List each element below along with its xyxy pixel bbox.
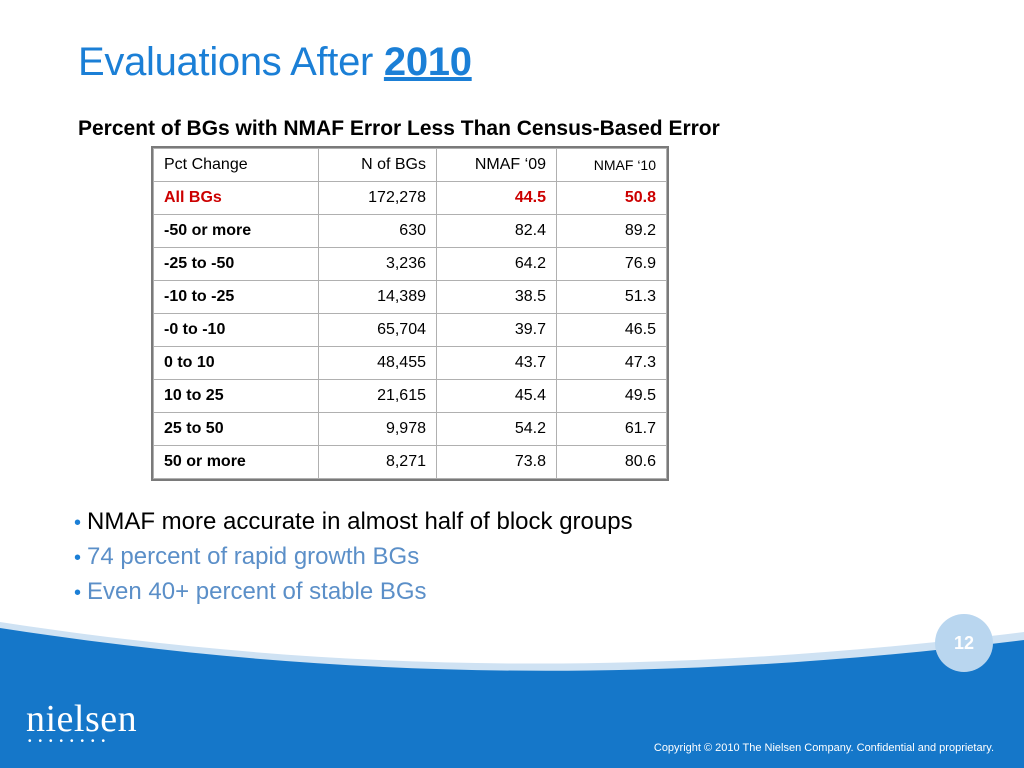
- table-cell: 14,389: [318, 280, 437, 314]
- table-cell: 9,978: [318, 412, 437, 446]
- table-row: 0 to 10 48,455 43.7 47.3: [153, 346, 667, 380]
- table-row: 10 to 25 21,615 45.4 49.5: [153, 379, 667, 413]
- bullet-dot-icon: •: [74, 547, 82, 569]
- table-cell: 46.5: [556, 313, 667, 347]
- table-cell: 45.4: [436, 379, 557, 413]
- table-cell: -50 or more: [153, 214, 319, 248]
- table-cell: 76.9: [556, 247, 667, 281]
- table-cell: 49.5: [556, 379, 667, 413]
- table-cell: 73.8: [436, 445, 557, 479]
- table-row: All BGs 172,278 44.5 50.8: [153, 181, 667, 215]
- table-cell: 61.7: [556, 412, 667, 446]
- table-cell: -10 to -25: [153, 280, 319, 314]
- table-row: -0 to -10 65,704 39.7 46.5: [153, 313, 667, 347]
- bullet-item: • NMAF more accurate in almost half of bl…: [74, 508, 633, 535]
- table-row: -50 or more 630 82.4 89.2: [153, 214, 667, 248]
- table-cell: 10 to 25: [153, 379, 319, 413]
- bullet-list: • NMAF more accurate in almost half of bl…: [74, 505, 633, 610]
- table-cell: 50.8: [556, 181, 667, 215]
- logo-text: nielsen: [26, 698, 138, 740]
- column-header: NMAF ‘09: [436, 148, 557, 182]
- table-cell: 64.2: [436, 247, 557, 281]
- page-number-badge: 12: [935, 614, 993, 672]
- table-row: 50 or more 8,271 73.8 80.6: [153, 445, 667, 479]
- table-cell: 8,271: [318, 445, 437, 479]
- title-year: 2010: [383, 40, 472, 84]
- table-cell: 51.3: [556, 280, 667, 314]
- table-cell: 44.5: [436, 181, 557, 215]
- table-row: 25 to 50 9,978 54.2 61.7: [153, 412, 667, 446]
- bullet-item: • Even 40+ percent of stable BGs: [74, 578, 427, 605]
- table-cell: 38.5: [436, 280, 557, 314]
- table-cell: 50 or more: [153, 445, 319, 479]
- slide-title: Evaluations After 2010: [78, 40, 472, 85]
- bullet-dot-icon: •: [74, 512, 82, 534]
- data-table: Pct Change N of BGs NMAF ‘09 NMAF ‘10 Al…: [151, 146, 669, 481]
- table-cell: 80.6: [556, 445, 667, 479]
- column-header: NMAF ‘10: [556, 148, 667, 182]
- table-cell: -0 to -10: [153, 313, 319, 347]
- table-cell: 172,278: [318, 181, 437, 215]
- table-cell: 54.2: [436, 412, 557, 446]
- table-cell: 0 to 10: [153, 346, 319, 380]
- table-cell: 82.4: [436, 214, 557, 248]
- table-row: -25 to -50 3,236 64.2 76.9: [153, 247, 667, 281]
- bullet-dot-icon: •: [74, 582, 82, 604]
- logo-dots: ••••••••: [28, 736, 113, 747]
- column-header: Pct Change: [153, 148, 319, 182]
- table-cell: 21,615: [318, 379, 437, 413]
- table-cell: 65,704: [318, 313, 437, 347]
- table-cell: 39.7: [436, 313, 557, 347]
- table-cell: 43.7: [436, 346, 557, 380]
- table-cell: 3,236: [318, 247, 437, 281]
- table-cell: 89.2: [556, 214, 667, 248]
- table-cell: 47.3: [556, 346, 667, 380]
- column-header: N of BGs: [318, 148, 437, 182]
- table-cell: -25 to -50: [153, 247, 319, 281]
- table-caption: Percent of BGs with NMAF Error Less Than…: [78, 117, 720, 140]
- title-text: Evaluations After: [78, 40, 384, 84]
- table-cell: 48,455: [318, 346, 437, 380]
- nielsen-logo: nielsen ••••••••: [26, 700, 137, 747]
- bullet-item: • 74 percent of rapid growth BGs: [74, 543, 420, 570]
- table-cell: All BGs: [153, 181, 319, 215]
- copyright-text: Copyright © 2010 The Nielsen Company. Co…: [653, 742, 994, 754]
- table-cell: 25 to 50: [153, 412, 319, 446]
- table-row: -10 to -25 14,389 38.5 51.3: [153, 280, 667, 314]
- table-header-row: Pct Change N of BGs NMAF ‘09 NMAF ‘10: [153, 148, 667, 182]
- table-cell: 630: [318, 214, 437, 248]
